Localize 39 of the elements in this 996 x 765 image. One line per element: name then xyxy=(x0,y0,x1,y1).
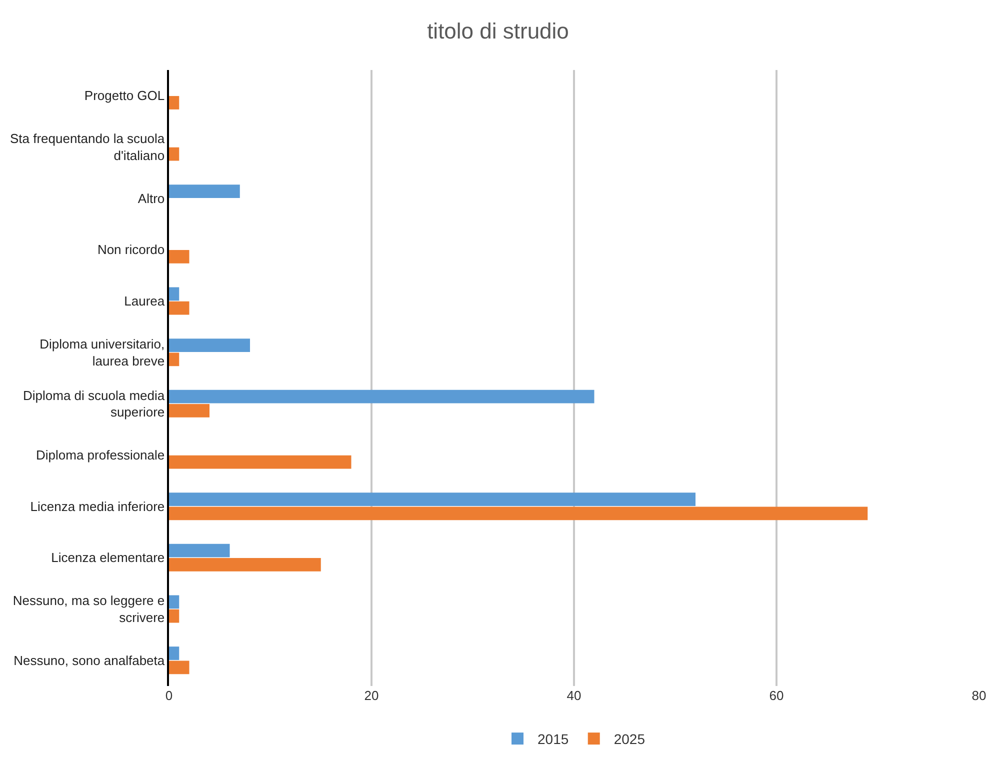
y-tick-label: Laurea xyxy=(124,294,166,309)
y-tick-label: Diploma professionale xyxy=(36,448,165,463)
bar xyxy=(169,250,190,264)
bar xyxy=(169,287,180,301)
bar xyxy=(169,506,868,520)
y-tick-label: Progetto GOL xyxy=(84,88,165,104)
bar xyxy=(169,544,230,558)
bar xyxy=(169,147,180,161)
bar xyxy=(169,660,190,674)
y-tick-label: Diploma di scuola media superiore xyxy=(23,388,166,420)
bar xyxy=(169,390,594,404)
y-tick-label: Non ricordo xyxy=(97,242,165,258)
y-tick-label: Diploma universitario, laurea breve xyxy=(40,336,165,368)
bar xyxy=(169,301,190,315)
x-tick-label: 0 xyxy=(165,688,173,703)
y-tick-label: Sta frequentando la scuola d'italiano xyxy=(10,131,166,163)
bar xyxy=(169,558,321,572)
bar xyxy=(169,96,180,110)
bar xyxy=(169,609,180,623)
bar xyxy=(169,352,180,366)
chart-title: titolo di strudio xyxy=(427,18,569,44)
bar xyxy=(169,492,696,506)
x-tick-label: 80 xyxy=(972,688,986,703)
y-tick-label: Nessuno, sono analfabeta xyxy=(14,652,166,668)
legend-label: 2015 xyxy=(538,731,569,748)
x-tick-label: 20 xyxy=(364,688,379,703)
y-tick-label: Licenza elementare xyxy=(51,550,165,566)
bar xyxy=(169,404,210,418)
bar xyxy=(169,595,180,609)
x-tick-label: 40 xyxy=(566,688,582,703)
y-tick-label: Altro xyxy=(138,190,165,206)
y-tick-label: Nessuno, ma so leggere e scrivere xyxy=(12,593,165,625)
bar xyxy=(169,338,250,352)
bar xyxy=(169,646,180,660)
bar xyxy=(169,455,352,469)
legend-label: 2025 xyxy=(614,731,646,748)
y-tick-label: Licenza media inferiore xyxy=(30,498,165,514)
x-tick-label: 60 xyxy=(769,688,784,703)
bar xyxy=(169,184,240,198)
